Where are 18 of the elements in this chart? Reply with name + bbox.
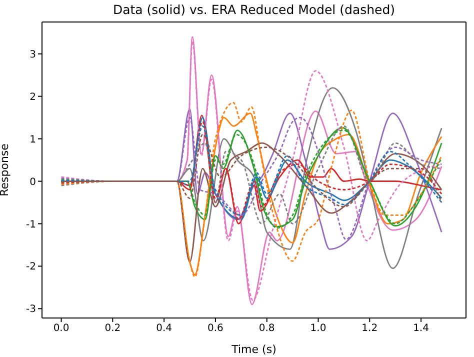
y-tick-label: 0 — [30, 176, 36, 188]
y-tick-label: -3 — [26, 304, 36, 316]
x-tick-label: 1.0 — [310, 323, 326, 334]
x-tick-label: 0.0 — [53, 323, 70, 334]
chart-title: Data (solid) vs. ERA Reduced Model (dashed) — [112, 2, 396, 17]
x-tick-label: 0.2 — [104, 323, 121, 334]
y-axis-title: Response — [0, 143, 11, 196]
x-axis-title: Time (s) — [230, 343, 276, 356]
x-tick-label: 0.6 — [208, 323, 224, 334]
x-tick-label: 1.2 — [362, 323, 378, 334]
y-tick-label: 3 — [30, 49, 36, 60]
y-tick-label: 1 — [30, 134, 36, 146]
x-tick-label: 1.4 — [413, 323, 429, 334]
y-tick-label: 2 — [30, 92, 36, 103]
x-tick-label: 0.4 — [156, 323, 172, 334]
x-tick-label: 0.8 — [258, 323, 275, 334]
y-tick-label: -1 — [26, 219, 36, 230]
y-tick-label: -2 — [26, 262, 36, 273]
